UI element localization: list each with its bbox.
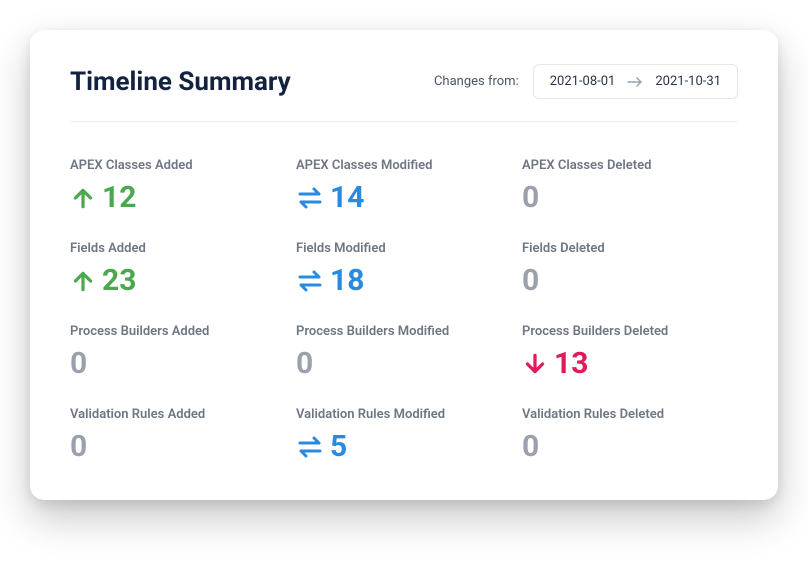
timeline-summary-card: Timeline Summary Changes from: 2021-08-0… — [30, 30, 778, 500]
metric-cell: APEX Classes Deleted 0 — [522, 140, 738, 223]
metric-label: Process Builders Added — [70, 324, 286, 339]
metric-label: Process Builders Deleted — [522, 324, 738, 339]
metric-value: 0 — [522, 183, 738, 213]
metric-cell: Validation Rules Added 0 — [70, 389, 286, 472]
metric-cell: Fields Modified 18 — [296, 223, 512, 306]
date-range-end: 2021-10-31 — [655, 74, 721, 89]
metric-label: Fields Added — [70, 241, 286, 256]
metric-label: Validation Rules Added — [70, 407, 286, 422]
metric-cell: Process Builders Added 0 — [70, 306, 286, 389]
arrow-up-icon — [70, 185, 96, 211]
arrow-up-icon — [70, 268, 96, 294]
metric-number: 18 — [330, 266, 364, 296]
metric-label: APEX Classes Modified — [296, 158, 512, 173]
metric-label: Validation Rules Deleted — [522, 407, 738, 422]
metric-label: Fields Deleted — [522, 241, 738, 256]
metric-number: 0 — [522, 183, 539, 213]
metric-number: 0 — [296, 349, 313, 379]
swap-icon — [296, 434, 324, 460]
metric-cell: APEX Classes Modified 14 — [296, 140, 512, 223]
metric-value: 0 — [522, 432, 738, 462]
metric-number: 0 — [522, 266, 539, 296]
metric-value: 0 — [296, 349, 512, 379]
arrow-right-icon — [627, 77, 643, 87]
metric-cell: Validation Rules Deleted 0 — [522, 389, 738, 472]
swap-icon — [296, 268, 324, 294]
metric-number: 14 — [330, 183, 364, 213]
metric-value: 5 — [296, 432, 512, 462]
metric-value: 0 — [70, 432, 286, 462]
date-range-label: Changes from: — [434, 74, 519, 89]
page-title: Timeline Summary — [70, 67, 291, 97]
metric-value: 13 — [522, 349, 738, 379]
arrow-down-icon — [522, 351, 548, 377]
date-range-start: 2021-08-01 — [550, 74, 616, 89]
metric-label: APEX Classes Added — [70, 158, 286, 173]
metric-number: 0 — [70, 349, 87, 379]
metric-value: 12 — [70, 183, 286, 213]
metric-number: 5 — [330, 432, 347, 462]
metric-number: 13 — [554, 349, 588, 379]
date-range-wrap: Changes from: 2021-08-01 2021-10-31 — [434, 64, 738, 99]
metric-cell: Process Builders Modified 0 — [296, 306, 512, 389]
metric-label: Process Builders Modified — [296, 324, 512, 339]
metric-cell: Validation Rules Modified 5 — [296, 389, 512, 472]
swap-icon — [296, 185, 324, 211]
metrics-grid: APEX Classes Added 12 APEX Classes Modifie… — [70, 130, 738, 472]
metric-value: 14 — [296, 183, 512, 213]
metric-cell: Fields Deleted 0 — [522, 223, 738, 306]
metric-cell: Fields Added 23 — [70, 223, 286, 306]
metric-cell: APEX Classes Added 12 — [70, 140, 286, 223]
metric-label: Fields Modified — [296, 241, 512, 256]
metric-label: APEX Classes Deleted — [522, 158, 738, 173]
header: Timeline Summary Changes from: 2021-08-0… — [70, 64, 738, 122]
metric-value: 0 — [522, 266, 738, 296]
metric-number: 12 — [102, 183, 136, 213]
metric-value: 23 — [70, 266, 286, 296]
date-range-picker[interactable]: 2021-08-01 2021-10-31 — [533, 64, 738, 99]
metric-cell: Process Builders Deleted 13 — [522, 306, 738, 389]
metric-number: 0 — [70, 432, 87, 462]
metric-number: 0 — [522, 432, 539, 462]
metric-value: 18 — [296, 266, 512, 296]
metric-value: 0 — [70, 349, 286, 379]
metric-label: Validation Rules Modified — [296, 407, 512, 422]
metric-number: 23 — [102, 266, 136, 296]
